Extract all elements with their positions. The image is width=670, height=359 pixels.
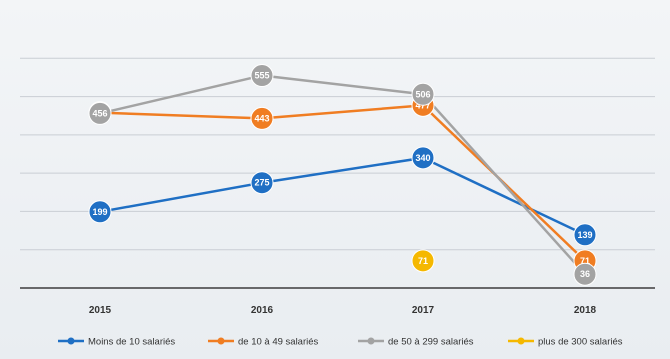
legend-swatch-marker	[517, 337, 525, 345]
x-tick-label: 2018	[574, 305, 597, 316]
legend-label: de 10 à 49 salariés	[238, 337, 319, 348]
data-point	[250, 64, 274, 88]
data-label: 506	[415, 89, 430, 99]
data-point	[411, 249, 435, 273]
legend-label: plus de 300 salariés	[538, 337, 623, 348]
x-tick-label: 2016	[251, 305, 274, 316]
series-lines	[99, 74, 586, 276]
data-label: 71	[580, 256, 590, 266]
data-label: 555	[254, 71, 269, 81]
series-line	[99, 104, 586, 262]
legend: Moins de 10 salariés de 10 à 49 salariés d…	[58, 337, 623, 348]
legend-swatch-marker	[217, 337, 225, 345]
data-label: 139	[577, 230, 592, 240]
legend-label: Moins de 10 salariés	[88, 337, 175, 348]
data-label: 36	[580, 269, 590, 279]
x-tick-label: 2017	[412, 305, 435, 316]
legend-swatch-marker	[67, 337, 75, 345]
data-markers: 199275340139458443477714565555063671	[88, 64, 597, 286]
grid	[20, 57, 655, 289]
data-label: 340	[415, 153, 430, 163]
legend-label: de 50 à 299 salariés	[388, 337, 474, 348]
data-point	[573, 223, 597, 247]
data-point	[88, 200, 112, 224]
data-label: 275	[254, 178, 269, 188]
data-label: 456	[92, 108, 107, 118]
data-label: 71	[418, 256, 428, 266]
legend-swatch-marker	[367, 337, 375, 345]
data-point	[250, 106, 274, 130]
x-axis-ticks: 2015 2016 2017 2018	[89, 305, 597, 316]
data-point	[250, 171, 274, 195]
data-label: 199	[92, 207, 107, 217]
x-tick-label: 2015	[89, 305, 112, 316]
data-point	[88, 101, 112, 125]
series-line	[99, 156, 586, 236]
data-label: 443	[254, 113, 269, 123]
data-point	[573, 262, 597, 286]
series-line	[99, 74, 586, 276]
data-point	[411, 82, 435, 106]
data-point	[411, 146, 435, 170]
